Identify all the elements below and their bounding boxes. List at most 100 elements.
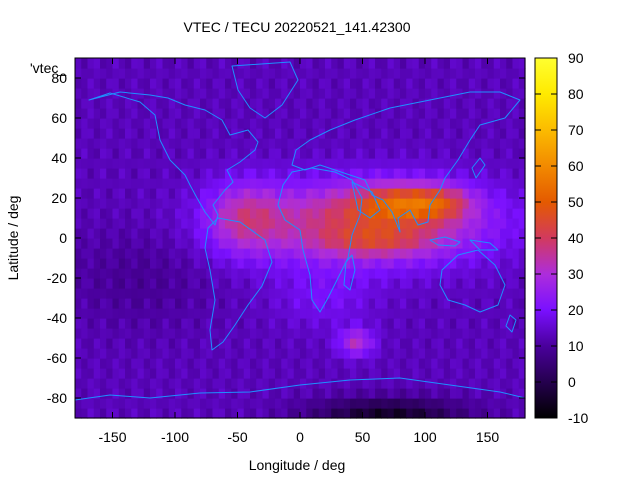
heatmap-cell	[237, 208, 245, 219]
heatmap-cell	[87, 388, 95, 399]
heatmap-cell	[493, 288, 501, 299]
heatmap-cell	[487, 348, 495, 359]
heatmap-cell	[225, 278, 232, 289]
heatmap-cell	[143, 168, 151, 179]
heatmap-cell	[412, 268, 420, 279]
heatmap-cell	[406, 318, 414, 329]
heatmap-cell	[287, 138, 295, 149]
heatmap-cell	[168, 78, 176, 89]
heatmap-cell	[518, 258, 526, 269]
heatmap-cell	[250, 148, 257, 159]
heatmap-cell	[331, 358, 339, 369]
heatmap-cell	[406, 388, 414, 399]
heatmap-cell	[281, 388, 289, 399]
heatmap-cell	[431, 98, 439, 109]
heatmap-cell	[418, 248, 426, 259]
heatmap-cell	[231, 88, 239, 99]
heatmap-cell	[325, 68, 332, 79]
heatmap-cell	[356, 378, 364, 389]
heatmap-cell	[443, 118, 451, 129]
heatmap-cell	[137, 88, 145, 99]
heatmap-cell	[412, 248, 420, 259]
heatmap-cell	[325, 88, 332, 99]
heatmap-cell	[518, 108, 526, 119]
heatmap-cell	[206, 118, 214, 129]
heatmap-cell	[506, 238, 514, 249]
heatmap-cell	[275, 188, 282, 199]
heatmap-cell	[181, 118, 189, 129]
heatmap-cell	[131, 118, 139, 129]
heatmap-cell	[443, 398, 451, 409]
heatmap-cell	[187, 388, 195, 399]
heatmap-cell	[131, 358, 139, 369]
heatmap-cell	[275, 118, 282, 129]
heatmap-cell	[356, 218, 364, 229]
heatmap-cell	[512, 308, 520, 319]
heatmap-cell	[150, 128, 157, 139]
heatmap-cell	[200, 288, 207, 299]
heatmap-cell	[506, 198, 514, 209]
heatmap-cell	[293, 358, 301, 369]
heatmap-cell	[175, 178, 182, 189]
heatmap-cell	[237, 78, 245, 89]
heatmap-cell	[375, 398, 382, 409]
heatmap-cell	[412, 178, 420, 189]
heatmap-cell	[118, 298, 126, 309]
heatmap-cell	[300, 308, 307, 319]
heatmap-cell	[187, 128, 195, 139]
heatmap-cell	[406, 268, 414, 279]
heatmap-cell	[112, 178, 120, 189]
heatmap-cell	[181, 358, 189, 369]
heatmap-cell	[275, 308, 282, 319]
heatmap-cell	[293, 208, 301, 219]
heatmap-cell	[356, 338, 364, 349]
heatmap-cell	[175, 288, 182, 299]
heatmap-cell	[418, 308, 426, 319]
heatmap-cell	[225, 88, 232, 99]
heatmap-cell	[462, 128, 470, 139]
y-tick-label: 60	[51, 110, 67, 126]
heatmap-cell	[493, 358, 501, 369]
heatmap-cell	[281, 358, 289, 369]
heatmap-cell	[468, 188, 476, 199]
heatmap-cell	[150, 228, 157, 239]
heatmap-cell	[125, 158, 132, 169]
heatmap-cell	[193, 78, 201, 89]
heatmap-cell	[393, 358, 401, 369]
heatmap-cell	[268, 88, 276, 99]
heatmap-cell	[262, 228, 270, 239]
heatmap-cell	[106, 158, 114, 169]
heatmap-cell	[468, 68, 476, 79]
heatmap-cell	[156, 278, 164, 289]
heatmap-cell	[262, 168, 270, 179]
heatmap-cell	[412, 318, 420, 329]
heatmap-cell	[81, 178, 89, 189]
heatmap-cell	[393, 408, 401, 419]
heatmap-cell	[281, 378, 289, 389]
heatmap-cell	[312, 108, 320, 119]
heatmap-cell	[162, 158, 170, 169]
heatmap-cell	[418, 288, 426, 299]
heatmap-cell	[175, 68, 182, 79]
heatmap-cell	[387, 198, 395, 209]
heatmap-cell	[143, 188, 151, 199]
heatmap-cell	[425, 68, 432, 79]
heatmap-cell	[268, 388, 276, 399]
heatmap-cell	[212, 138, 220, 149]
heatmap-cell	[231, 408, 239, 419]
heatmap-cell	[181, 108, 189, 119]
heatmap-cell	[512, 228, 520, 239]
heatmap-cell	[306, 228, 314, 239]
heatmap-cell	[106, 218, 114, 229]
heatmap-cell	[175, 208, 182, 219]
heatmap-cell	[112, 398, 120, 409]
heatmap-cell	[112, 78, 120, 89]
heatmap-cell	[356, 268, 364, 279]
heatmap-cell	[106, 328, 114, 339]
heatmap-cell	[100, 128, 107, 139]
heatmap-cell	[281, 148, 289, 159]
heatmap-cell	[218, 218, 226, 229]
heatmap-cell	[87, 208, 95, 219]
heatmap-cell	[250, 328, 257, 339]
heatmap-cell	[437, 318, 445, 329]
